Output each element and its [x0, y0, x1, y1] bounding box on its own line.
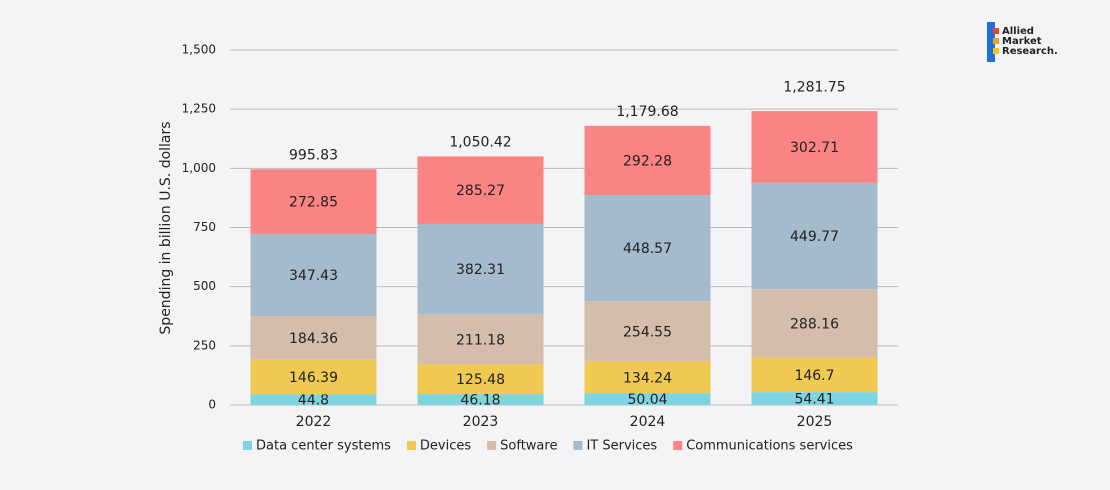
data-label: 46.18 [460, 393, 500, 409]
legend-swatch [406, 441, 416, 450]
bar-segment [250, 316, 377, 360]
legend-label: Software [500, 439, 557, 454]
total-label: 995.83 [289, 147, 338, 163]
logo-text: Allied [1002, 26, 1034, 37]
bar-segment [584, 301, 711, 362]
bar-segment [751, 289, 878, 358]
bar-segment [250, 233, 377, 317]
bar-segment [417, 394, 544, 405]
y-tick-label: 500 [193, 279, 216, 293]
y-tick-label: 1,500 [182, 43, 216, 57]
x-tick-label: 2023 [463, 414, 499, 430]
data-label: 44.8 [298, 393, 329, 409]
x-tick-label: 2024 [630, 414, 666, 430]
bar-segment [250, 394, 377, 405]
legend-swatch [487, 441, 497, 450]
logo-text: Research. [1002, 46, 1058, 57]
bar-segment [584, 393, 711, 405]
data-label: 184.36 [289, 331, 338, 347]
data-label: 449.77 [790, 229, 839, 245]
bar-segment [751, 182, 878, 290]
data-label: 254.55 [623, 324, 672, 340]
legend-label: IT Services [586, 439, 657, 454]
data-label: 302.71 [790, 140, 839, 156]
bar-segment [417, 314, 544, 365]
legend: Data center systems Devices Software IT Ser… [243, 439, 853, 454]
data-label: 211.18 [456, 332, 505, 348]
bar-segment [417, 223, 544, 315]
total-label: 1,281.75 [783, 80, 845, 96]
legend-label: Devices [420, 439, 471, 454]
x-tick-label: 2022 [296, 414, 332, 430]
data-label: 448.57 [623, 241, 672, 257]
logo-text: Market [1002, 36, 1042, 47]
logo-mark [993, 28, 999, 34]
logo: Allied Market Research. [987, 22, 1058, 62]
legend-label: Communications services [686, 439, 853, 454]
y-tick-label: 250 [193, 338, 216, 352]
data-label: 125.48 [456, 372, 505, 388]
y-tick-label: 1,000 [182, 161, 216, 175]
data-label: 146.39 [289, 370, 338, 386]
bar-segment [751, 111, 878, 183]
data-label: 382.31 [456, 262, 505, 278]
legend-swatch [243, 441, 252, 450]
bar-segment [584, 194, 711, 302]
data-label: 288.16 [790, 316, 839, 332]
data-label: 272.85 [289, 195, 338, 211]
logo-mark [987, 22, 995, 62]
total-label: 1,050.42 [449, 134, 511, 150]
data-label: 50.04 [627, 392, 667, 408]
bar-segment [584, 125, 711, 195]
bar-segment [417, 364, 544, 395]
data-label: 54.41 [794, 392, 834, 408]
y-axis-label: Spending in billion U.S. dollars [158, 121, 174, 334]
total-label: 1,179.68 [616, 104, 678, 120]
bar-segment [751, 357, 878, 393]
data-label: 292.28 [623, 153, 672, 169]
data-label: 146.7 [794, 368, 834, 384]
bar-segment [751, 392, 878, 405]
logo-mark [993, 48, 999, 54]
data-label: 347.43 [289, 268, 338, 284]
bar-segment [584, 361, 711, 394]
legend-swatch [573, 441, 583, 450]
x-tick-label: 2025 [797, 414, 833, 430]
data-label: 134.24 [623, 370, 672, 386]
logo-mark [993, 38, 999, 44]
y-tick-label: 0 [208, 398, 216, 412]
data-label: 285.27 [456, 183, 505, 199]
legend-swatch [673, 441, 683, 450]
bar-segment [250, 359, 377, 395]
legend-label: Data center systems [256, 439, 391, 454]
bar-segment [250, 169, 377, 234]
y-tick-label: 750 [193, 220, 216, 234]
bar-segment [417, 156, 544, 224]
y-tick-label: 1,250 [182, 102, 216, 116]
